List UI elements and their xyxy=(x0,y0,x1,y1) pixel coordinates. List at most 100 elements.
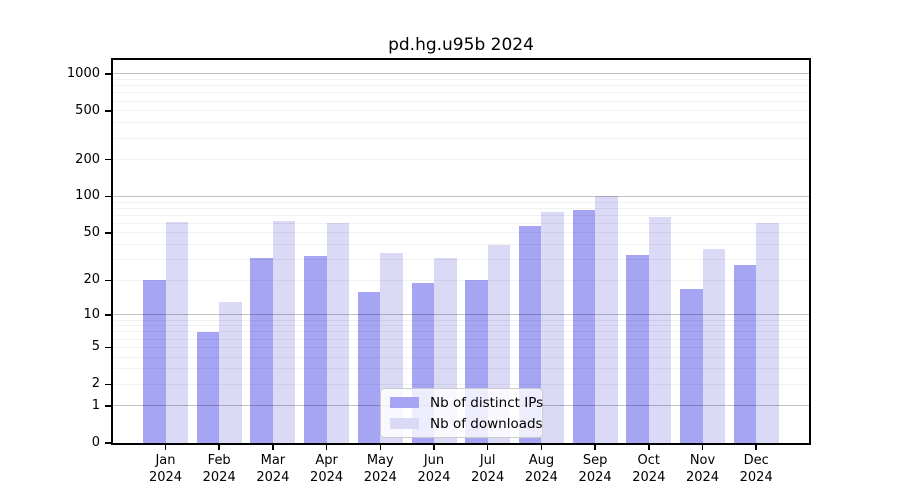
x-tick xyxy=(594,445,596,450)
y-tick xyxy=(105,279,111,282)
minor-gridline xyxy=(113,331,809,333)
x-tick-label: Aug 2024 xyxy=(509,453,573,486)
y-tick xyxy=(105,73,111,75)
y-tick-label: 1000 xyxy=(66,65,100,81)
x-tick-label-year: 2024 xyxy=(202,469,236,485)
x-tick-label: Nov 2024 xyxy=(671,453,735,486)
bar-distinct-ips-feb xyxy=(196,331,220,443)
minor-gridline xyxy=(113,122,809,124)
y-tick xyxy=(105,346,111,349)
x-tick-label-year: 2024 xyxy=(256,469,290,485)
minor-gridline xyxy=(113,207,809,209)
x-tick xyxy=(648,445,650,450)
minor-gridline xyxy=(113,100,809,102)
y-tick xyxy=(105,442,111,444)
minor-gridline xyxy=(113,244,809,246)
x-tick-label-month: Mar xyxy=(260,453,286,468)
y-tick xyxy=(105,195,111,198)
major-gridline xyxy=(113,195,809,197)
minor-gridline xyxy=(113,214,809,216)
major-gridline xyxy=(113,314,809,316)
x-tick-label-year: 2024 xyxy=(310,469,344,485)
minor-gridline xyxy=(113,279,809,281)
x-tick-label-month: Jan xyxy=(155,453,176,468)
minor-gridline xyxy=(113,368,809,370)
x-tick-label: Jan 2024 xyxy=(134,453,198,486)
x-tick-label: Feb 2024 xyxy=(187,453,251,486)
x-tick-label-month: Jun xyxy=(423,453,445,468)
y-tick xyxy=(105,383,111,386)
bar-distinct-ips-apr xyxy=(304,256,327,443)
y-tick xyxy=(105,158,111,161)
x-tick-label-year: 2024 xyxy=(363,469,397,485)
x-tick-label-month: Jul xyxy=(479,453,496,468)
bar-downloads-feb xyxy=(219,302,242,443)
chart-title: pd.hg.u95b 2024 xyxy=(388,35,534,55)
x-tick-label: Dec 2024 xyxy=(724,453,788,486)
y-tick-label: 200 xyxy=(75,151,100,167)
minor-gridline xyxy=(113,201,809,203)
legend-label-distinct-ips: Nb of distinct IPs xyxy=(430,394,544,411)
y-tick-label: 50 xyxy=(83,224,100,240)
x-tick-label: Mar 2024 xyxy=(241,453,305,486)
minor-gridline xyxy=(113,356,809,358)
legend-swatch-distinct-ips xyxy=(390,397,419,408)
bar-distinct-ips-sep xyxy=(572,209,596,443)
x-tick xyxy=(433,445,435,450)
legend-label-downloads: Nb of downloads xyxy=(430,415,543,432)
y-tick-label: 2 xyxy=(91,376,100,392)
minor-gridline xyxy=(113,110,809,112)
bar-downloads-dec xyxy=(756,223,779,443)
major-gridline xyxy=(113,73,809,75)
bar-downloads-nov xyxy=(702,248,725,443)
bar-distinct-ips-oct xyxy=(626,254,649,443)
x-tick-label: Oct 2024 xyxy=(617,453,681,486)
x-tick-label-month: Apr xyxy=(315,453,338,468)
x-tick xyxy=(164,445,167,450)
x-tick xyxy=(272,445,274,450)
bar-distinct-ips-dec xyxy=(733,264,757,443)
plot-area xyxy=(113,60,809,443)
minor-gridline xyxy=(113,85,809,87)
x-tick xyxy=(755,445,757,450)
y-tick-label: 0 xyxy=(91,435,100,450)
minor-gridline xyxy=(113,79,809,81)
minor-gridline xyxy=(113,383,809,385)
x-tick xyxy=(379,445,382,450)
minor-gridline xyxy=(113,92,809,94)
x-tick xyxy=(325,445,328,450)
x-tick-label-year: 2024 xyxy=(417,469,451,485)
legend-item-distinct-ips: Nb of distinct IPs xyxy=(387,394,543,412)
y-tick-label: 10 xyxy=(83,306,100,322)
y-tick-label: 20 xyxy=(83,272,100,288)
x-tick-label-year: 2024 xyxy=(578,469,612,485)
x-tick-label-month: Aug xyxy=(528,453,555,468)
y-tick xyxy=(105,405,111,407)
legend: Nb of distinct IPs Nb of downloads xyxy=(380,388,543,438)
x-tick-label: Apr 2024 xyxy=(295,453,359,486)
x-tick xyxy=(218,445,220,450)
minor-gridline xyxy=(113,319,809,321)
x-tick-label-month: Dec xyxy=(743,453,769,468)
x-tick-label: May 2024 xyxy=(348,453,412,486)
bar-distinct-ips-may xyxy=(357,291,381,443)
x-tick-label-month: Feb xyxy=(207,453,231,468)
legend-swatch-downloads xyxy=(390,418,419,429)
minor-gridline xyxy=(113,338,809,340)
minor-gridline xyxy=(113,159,809,161)
x-tick-label-month: May xyxy=(366,453,394,468)
y-tick xyxy=(105,110,111,112)
minor-gridline xyxy=(113,232,809,234)
x-tick-label-month: Oct xyxy=(637,453,661,468)
minor-gridline xyxy=(113,325,809,327)
y-tick xyxy=(105,232,111,234)
legend-item-downloads: Nb of downloads xyxy=(387,415,543,433)
x-tick-label-year: 2024 xyxy=(685,469,720,485)
x-tick-label: Jun 2024 xyxy=(402,453,466,486)
x-tick-label-month: Sep xyxy=(582,453,608,468)
x-tick-label-year: 2024 xyxy=(632,469,666,485)
y-tick xyxy=(105,314,111,316)
y-tick-label: 1 xyxy=(91,397,100,413)
bar-downloads-oct xyxy=(648,216,672,443)
